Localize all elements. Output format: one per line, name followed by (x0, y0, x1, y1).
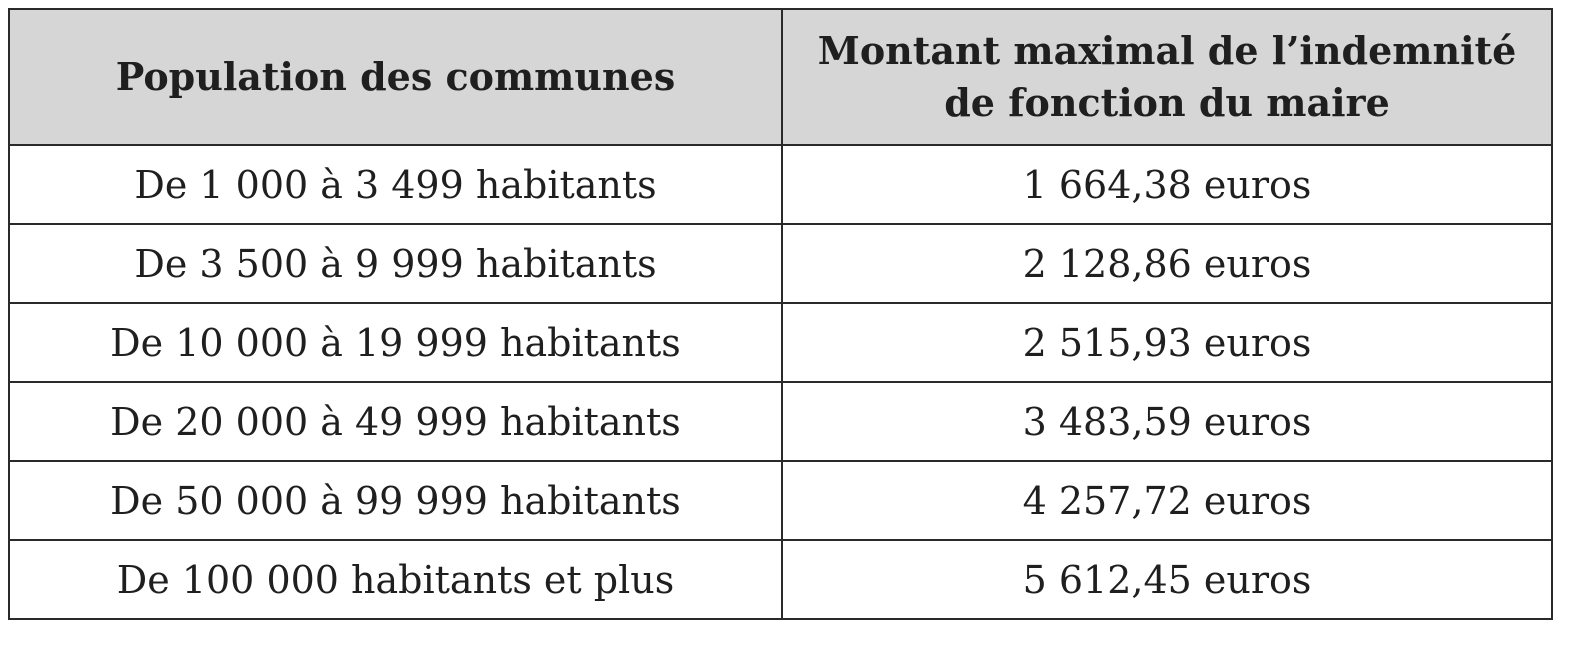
header-amount-line1: Montant maximal de l’indemnité (817, 28, 1517, 73)
allowance-table-container: Population des communes Montant maximal … (8, 8, 1553, 620)
amount-cell: 2 128,86 euros (781, 223, 1553, 304)
table-body: De 1 000 à 3 499 habitants 1 664,38 euro… (8, 144, 1553, 620)
header-population: Population des communes (8, 8, 783, 146)
population-cell: De 10 000 à 19 999 habitants (8, 302, 783, 383)
header-amount-line2: de fonction du maire (944, 80, 1390, 125)
amount-cell: 2 515,93 euros (781, 302, 1553, 383)
table-row: De 10 000 à 19 999 habitants 2 515,93 eu… (8, 302, 1553, 383)
amount-cell: 5 612,45 euros (781, 539, 1553, 620)
header-amount: Montant maximal de l’indemnité de foncti… (781, 8, 1553, 146)
population-cell: De 50 000 à 99 999 habitants (8, 460, 783, 541)
table-row: De 3 500 à 9 999 habitants 2 128,86 euro… (8, 223, 1553, 304)
table-row: De 20 000 à 49 999 habitants 3 483,59 eu… (8, 381, 1553, 462)
table-row: De 1 000 à 3 499 habitants 1 664,38 euro… (8, 144, 1553, 225)
table-row: De 100 000 habitants et plus 5 612,45 eu… (8, 539, 1553, 620)
population-cell: De 3 500 à 9 999 habitants (8, 223, 783, 304)
amount-cell: 3 483,59 euros (781, 381, 1553, 462)
population-cell: De 20 000 à 49 999 habitants (8, 381, 783, 462)
amount-cell: 1 664,38 euros (781, 144, 1553, 225)
population-cell: De 1 000 à 3 499 habitants (8, 144, 783, 225)
table-header: Population des communes Montant maximal … (8, 8, 1553, 146)
population-cell: De 100 000 habitants et plus (8, 539, 783, 620)
mayor-allowance-table: Population des communes Montant maximal … (8, 8, 1553, 620)
amount-cell: 4 257,72 euros (781, 460, 1553, 541)
header-population-label: Population des communes (115, 54, 676, 99)
table-row: De 50 000 à 99 999 habitants 4 257,72 eu… (8, 460, 1553, 541)
header-row: Population des communes Montant maximal … (8, 8, 1553, 146)
